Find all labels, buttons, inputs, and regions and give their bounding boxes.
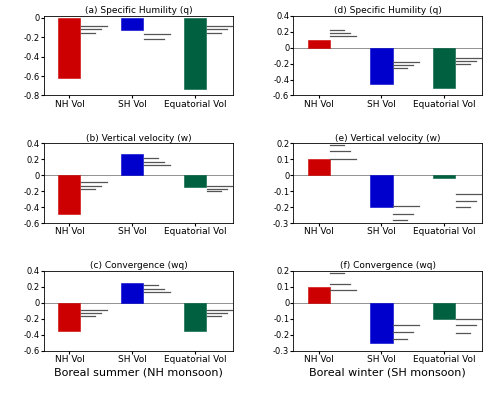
Bar [59,303,81,331]
Title: (b) Vertical velocity (w): (b) Vertical velocity (w) [86,134,191,143]
Bar [433,303,456,319]
Bar [122,18,143,30]
Title: (a) Specific Humility (q): (a) Specific Humility (q) [85,6,192,15]
Bar [370,48,393,84]
Bar [308,40,330,48]
Title: (e) Vertical velocity (w): (e) Vertical velocity (w) [335,134,440,143]
X-axis label: Boreal winter (SH monsoon): Boreal winter (SH monsoon) [309,368,466,378]
Bar [184,303,206,331]
Bar [59,18,81,78]
X-axis label: Boreal summer (NH monsoon): Boreal summer (NH monsoon) [54,368,223,378]
Bar [59,175,81,214]
Bar [308,159,330,175]
Bar [370,175,393,207]
Bar [370,303,393,343]
Bar [184,18,206,89]
Bar [433,48,456,87]
Title: (d) Specific Humility (q): (d) Specific Humility (q) [334,6,442,15]
Bar [308,287,330,303]
Bar [184,175,206,187]
Title: (f) Convergence (wq): (f) Convergence (wq) [340,261,436,270]
Bar [433,175,456,178]
Bar [122,283,143,303]
Bar [122,154,143,175]
Title: (c) Convergence (wq): (c) Convergence (wq) [90,261,187,270]
